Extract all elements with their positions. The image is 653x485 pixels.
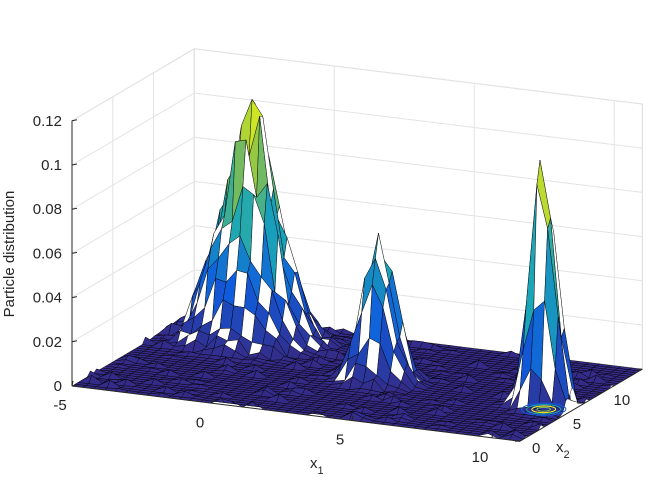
surface-mesh (71, 98, 644, 442)
y-axis-label-sub: 2 (564, 449, 570, 461)
z-tick-label: 0 (54, 378, 62, 395)
z-tick-mark (71, 340, 78, 343)
z-tick-mark (71, 207, 78, 210)
y-tick-label: 5 (573, 416, 581, 433)
x-tick-mark (491, 432, 494, 438)
contour-line (536, 406, 551, 412)
contour-line (520, 402, 567, 416)
y-axis-line (519, 368, 643, 442)
x-tick-mark (351, 415, 354, 421)
x-tick-mark (71, 380, 74, 387)
contour-line (526, 404, 562, 415)
z-tick-mark (71, 119, 78, 122)
z-tick-label: 0.08 (33, 201, 62, 218)
axes-lines (71, 119, 643, 442)
x-axis-label-sub: 1 (318, 465, 324, 477)
z-tick-label: 0.06 (33, 245, 62, 262)
y-tick-label: 0 (532, 440, 540, 457)
z-tick-mark (71, 251, 78, 254)
z-tick-label: 0.02 (33, 334, 62, 351)
tick-labels: 00.020.040.060.080.10.12-50510051015 (33, 113, 631, 466)
contour-lines (520, 402, 567, 416)
z-tick-label: 0.12 (33, 113, 62, 130)
y-axis-label: x2 (556, 439, 570, 461)
z-tick-label: 0.04 (33, 290, 62, 307)
z-tick-mark (71, 296, 78, 299)
z-tick-mark (71, 163, 78, 166)
x-axis-label-main: x (310, 455, 318, 472)
y-tick-label: 10 (614, 392, 631, 409)
y-axis-label-main: x (556, 439, 564, 456)
contour-line (531, 405, 557, 414)
x-tick-label: 10 (472, 449, 489, 466)
z-tick-mark (71, 384, 78, 387)
x-axis-line (71, 385, 521, 442)
x-axis-label: x1 (310, 455, 324, 477)
x-tick-mark (211, 398, 214, 404)
x-tick-label: 5 (336, 432, 344, 449)
x-tick-label: -5 (53, 397, 66, 414)
z-tick-label: 0.1 (41, 157, 62, 174)
x-tick-label: 0 (196, 414, 204, 431)
z-axis-label: Particle distribution (1, 191, 18, 318)
